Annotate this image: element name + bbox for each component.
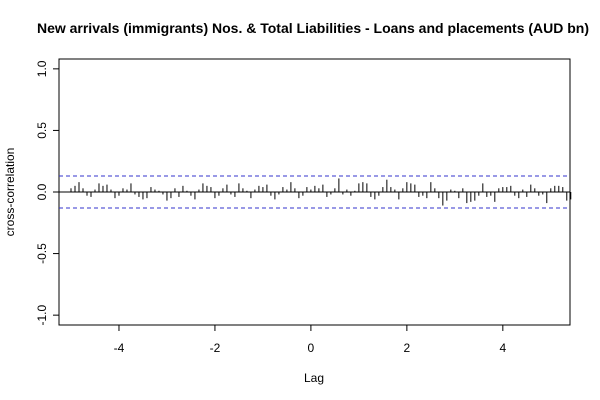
y-axis: -1.0 -0.5 0.0 0.5 1.0: [35, 60, 59, 325]
confidence-bounds: [59, 175, 570, 209]
ccf-bars: [70, 178, 572, 206]
x-tick-label: -4: [114, 341, 125, 355]
x-tick-label: 4: [499, 341, 506, 355]
x-tick-label: 2: [404, 341, 411, 355]
y-tick-label: -0.5: [35, 243, 49, 264]
x-axis-label: Lag: [304, 371, 324, 385]
y-tick-label: 1.0: [35, 60, 49, 77]
chart-title: New arrivals (immigrants) Nos. & Total L…: [37, 20, 589, 36]
y-axis-label: cross-correlation: [3, 148, 17, 237]
x-tick-label: -2: [210, 341, 221, 355]
x-axis: -4 -2 0 2 4: [114, 324, 506, 355]
y-tick-label: 0.5: [35, 122, 49, 139]
y-tick-label: -1.0: [35, 304, 49, 325]
y-tick-label: 0.0: [35, 183, 49, 200]
x-tick-label: 0: [308, 341, 315, 355]
